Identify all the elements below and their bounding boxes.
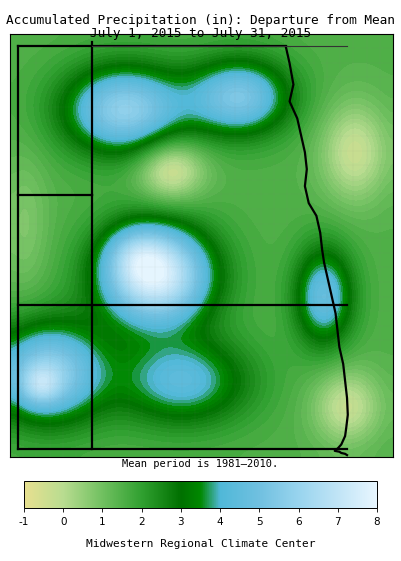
Text: July 1, 2015 to July 31, 2015: July 1, 2015 to July 31, 2015 (90, 27, 311, 40)
Text: Accumulated Precipitation (in): Departure from Mean: Accumulated Precipitation (in): Departur… (6, 14, 395, 27)
Text: Midwestern Regional Climate Center: Midwestern Regional Climate Center (86, 539, 315, 549)
Text: Mean period is 1981–2010.: Mean period is 1981–2010. (122, 459, 279, 469)
